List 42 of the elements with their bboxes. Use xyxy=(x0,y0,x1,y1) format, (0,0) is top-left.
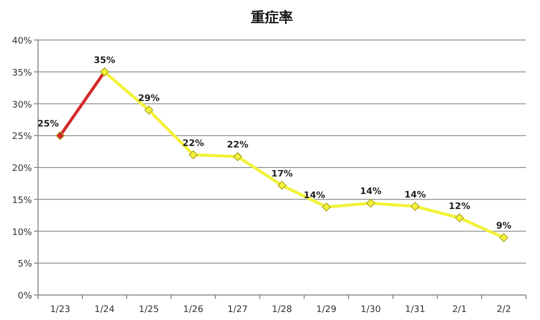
x-tick-label: 1/29 xyxy=(316,305,337,315)
y-tick-label: 40% xyxy=(12,36,32,46)
x-tick-label: 1/28 xyxy=(272,305,292,315)
point xyxy=(144,106,154,115)
data-label: 35% xyxy=(94,56,116,66)
point xyxy=(366,198,376,208)
x-tick-label: 1/23 xyxy=(50,305,70,315)
data-label: 17% xyxy=(271,169,293,180)
x-tick-label: 2/1 xyxy=(452,305,467,315)
data-label: 25% xyxy=(37,120,59,130)
data-label: 22% xyxy=(226,140,248,151)
x-tick-label: 1/27 xyxy=(228,305,248,315)
y-tick-label: 15% xyxy=(12,196,32,206)
data-label: 22% xyxy=(182,138,204,149)
x-tick-label: 2/2 xyxy=(496,305,512,315)
point xyxy=(455,213,464,222)
point xyxy=(278,180,286,190)
point xyxy=(322,202,331,212)
data-label: 14% xyxy=(304,191,326,202)
data-label: 29% xyxy=(138,94,160,104)
data-label: 14% xyxy=(360,187,382,198)
data-label: 14% xyxy=(404,190,426,200)
y-tick-label: 5% xyxy=(18,260,32,270)
point xyxy=(499,233,508,242)
point xyxy=(233,152,242,162)
point xyxy=(56,131,65,140)
x-tick-label: 1/30 xyxy=(360,305,382,315)
data-label: 9% xyxy=(496,222,512,232)
point xyxy=(188,150,198,160)
y-tick-label: 20% xyxy=(12,164,32,174)
x-tick-label: 1/31 xyxy=(404,305,426,315)
data-label: 12% xyxy=(448,202,470,212)
y-tick-label: 0% xyxy=(18,292,32,302)
x-tick-label: 1/25 xyxy=(138,305,160,315)
chart-title: 重症率 xyxy=(250,9,293,26)
y-tick-label: 25% xyxy=(12,132,32,142)
point xyxy=(410,202,420,211)
x-tick-label: 1/26 xyxy=(183,305,204,315)
y-tick-label: 35% xyxy=(12,68,32,78)
y-tick-label: 30% xyxy=(12,100,32,110)
y-tick-label: 10% xyxy=(12,228,32,238)
x-tick-label: 1/24 xyxy=(94,305,115,315)
